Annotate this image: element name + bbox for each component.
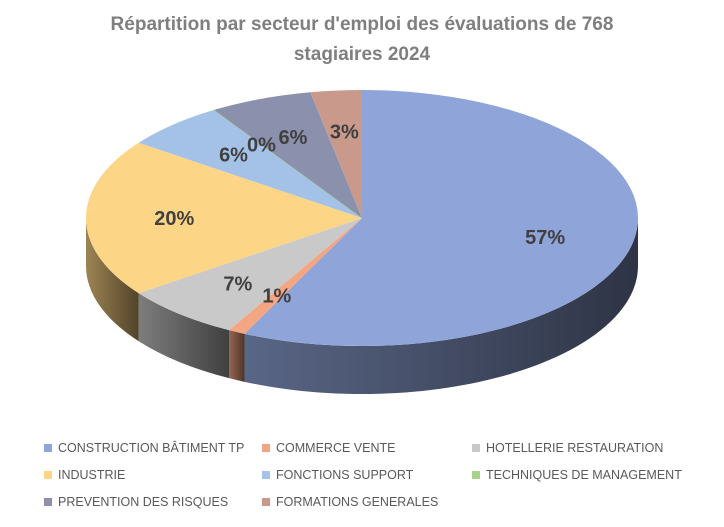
legend-label: FORMATIONS GENERALES (276, 495, 439, 509)
data-label-industrie: 20% (154, 208, 194, 230)
legend-swatch (472, 444, 480, 452)
data-label-formations-generales: 3% (330, 121, 359, 143)
data-label-prevention-des-risques: 6% (278, 127, 307, 149)
legend-label: HOTELLERIE RESTAURATION (486, 441, 664, 455)
chart-title-line-1: Répartition par secteur d'emploi des éva… (110, 14, 614, 35)
chart-title: Répartition par secteur d'emploi des éva… (0, 10, 724, 70)
pie-slice-hotellerie-restauration (138, 218, 362, 331)
legend-item-prevention-des-risques: PREVENTION DES RISQUES (44, 494, 262, 510)
pie-side-hotellerie-restauration (138, 293, 230, 379)
chart-legend: CONSTRUCTION BÂTIMENT TP COMMERCE VENTE HO… (44, 440, 704, 510)
legend-swatch (472, 471, 480, 479)
data-label-fonctions-support: 6% (219, 145, 248, 167)
legend-item-hotellerie-restauration: HOTELLERIE RESTAURATION (472, 440, 704, 456)
legend-item-fonctions-support: FONCTIONS SUPPORT (262, 467, 472, 483)
chart-title-line-2: stagiaires 2024 (293, 44, 431, 65)
pie-slice-construction-batiment-tp (244, 90, 639, 346)
pie-side-walls (86, 218, 638, 394)
legend-swatch (44, 498, 52, 506)
legend-item-construction-batiment-tp: CONSTRUCTION BÂTIMENT TP (44, 440, 262, 456)
legend-label: CONSTRUCTION BÂTIMENT TP (58, 441, 245, 455)
pie-slice-industrie (86, 142, 362, 294)
pie-top-faces (86, 90, 639, 346)
pie-slice-prevention-des-risques (214, 92, 362, 218)
legend-label: TECHNIQUES DE MANAGEMENT (486, 468, 682, 482)
legend-item-industrie: INDUSTRIE (44, 467, 262, 483)
data-label-techniques-de-management: 0% (247, 135, 276, 157)
pie-slice-formations-generales (310, 90, 362, 218)
legend-label: FONCTIONS SUPPORT (276, 468, 414, 482)
legend-label: PREVENTION DES RISQUES (58, 495, 229, 509)
data-label-construction-batiment-tp: 57% (525, 227, 565, 249)
pie-side-construction-batiment-tp (244, 218, 638, 394)
legend-label: INDUSTRIE (58, 468, 126, 482)
pie-slice-fonctions-support (138, 109, 362, 218)
pie-data-labels: 57% 1% 7% 20% 6% 0% 6% 3% (154, 121, 565, 307)
legend-item-formations-generales: FORMATIONS GENERALES (262, 494, 472, 510)
pie-slice-commerce-vente (229, 218, 362, 334)
legend-item-techniques-de-management: TECHNIQUES DE MANAGEMENT (472, 467, 704, 483)
legend-swatch (262, 444, 270, 452)
data-label-hotellerie-restauration: 7% (223, 273, 252, 295)
pie-side-industrie (86, 218, 139, 342)
legend-swatch (44, 444, 52, 452)
legend-item-commerce-vente: COMMERCE VENTE (262, 440, 472, 456)
legend-swatch (262, 471, 270, 479)
data-label-commerce-vente: 1% (262, 286, 291, 308)
legend-swatch (44, 471, 52, 479)
pie-side-commerce-vente (229, 330, 245, 382)
legend-label: COMMERCE VENTE (276, 441, 396, 455)
legend-swatch (262, 498, 270, 506)
